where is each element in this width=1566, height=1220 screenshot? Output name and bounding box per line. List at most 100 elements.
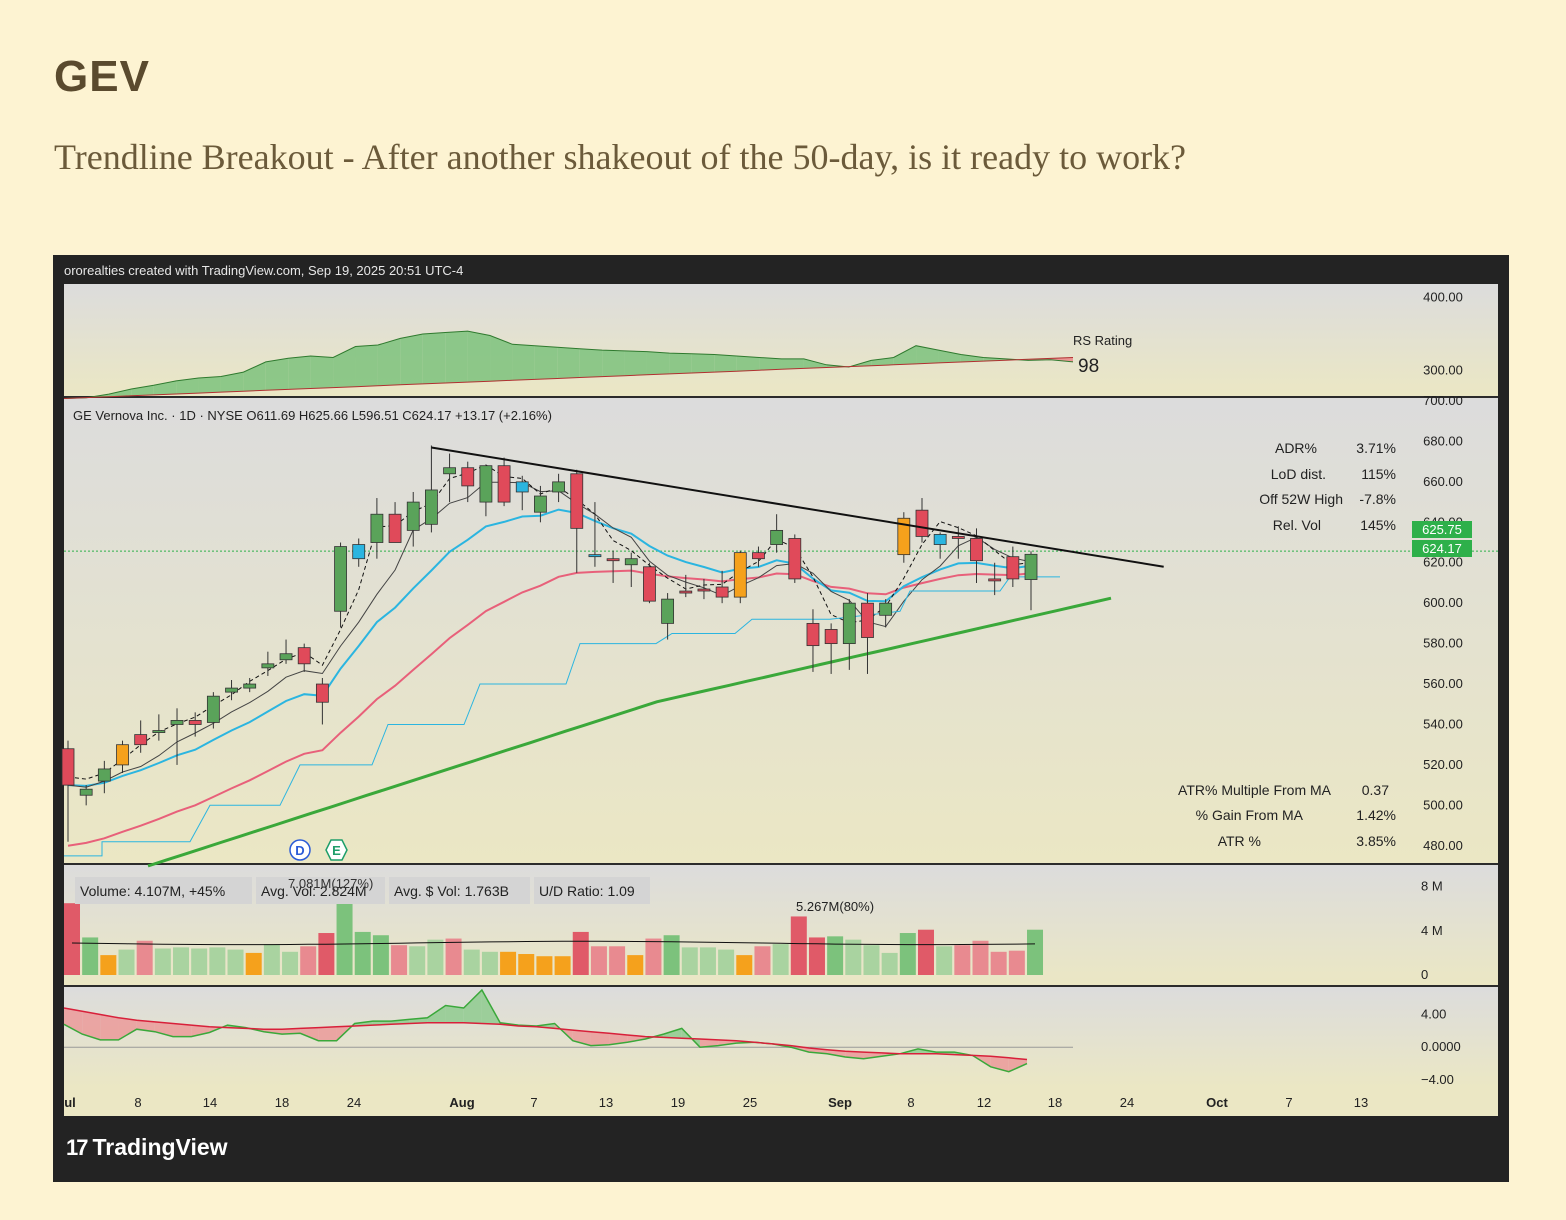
volume-bar [881,952,898,975]
candle [988,578,1002,582]
ma-stat-label: ATR% Multiple From MA [1178,782,1332,798]
volume-info-bar: Volume: 4.107M, +45% Avg. Vol: 2.824M Av… [75,876,874,914]
price-tick-label: 540.00 [1423,716,1463,731]
ma-stat-label: % Gain From MA [1196,807,1304,823]
volume-bar [754,946,771,975]
stat-value: -7.8% [1359,491,1396,507]
rs-area-segment [333,346,356,388]
tradingview-logo[interactable]: 17 TradingView [66,1134,228,1161]
time-tick-label: 18 [275,1095,289,1110]
rs-line [63,330,1074,399]
volume-bar [590,946,607,975]
candle [315,683,329,703]
candle [406,501,420,531]
time-axis [64,1087,1498,1116]
rs-area-segment [220,372,244,393]
oscillator-area-segment [699,1039,719,1048]
oscillator-slow-line [63,1007,1028,1061]
candle [116,744,129,766]
stat-value: 115% [1361,466,1396,482]
volume-bar [699,947,716,975]
rs-area-segment [938,350,961,363]
volume-text: Volume: 4.107M, +45% [80,883,225,899]
candle [661,598,675,624]
candle [515,481,529,493]
candle [788,538,802,580]
volume-bar [663,935,680,975]
ma-stat-value: 0.37 [1362,782,1389,798]
candle [606,558,620,562]
volume-bar [336,896,353,975]
rs-area-segment [176,378,199,394]
oscillator-area-segment [463,990,482,1024]
time-tick-label: 24 [347,1095,361,1110]
rs-area-segment [579,348,603,378]
volume-bar [972,940,989,975]
candle [134,734,148,746]
volume-bar [263,944,280,975]
rs-area-segment [557,347,580,379]
volume-peak-annotation: 7.081M(127%) [288,876,373,891]
rs-area-segment [781,358,804,370]
rs-rating-label: RS Rating [1073,333,1132,348]
oscillator-area-segment [191,1025,210,1037]
stat-value: 145% [1360,517,1396,533]
time-tick-label: 8 [134,1095,141,1110]
volume-bar [845,939,862,975]
time-tick-label: 18 [1048,1095,1062,1110]
ma-stat-value: 3.85% [1356,833,1396,849]
volume-bar [118,949,135,975]
volume-bar [300,946,317,975]
volume-bar [463,949,480,975]
volume-bar [445,938,462,975]
candle [334,546,347,612]
candle [424,489,438,525]
avg-dollar-vol-text: Avg. $ Vol: 1.763B [394,883,509,899]
oscillator-area-segment [173,1023,192,1037]
trailing-stop-line [64,576,1060,857]
candle [279,653,293,661]
volume-bar [64,903,80,975]
volume-bar [82,937,99,975]
candle [1006,556,1020,580]
price-tick-label: 500.00 [1423,797,1463,812]
dividend-marker[interactable] [289,839,311,861]
high-price-text: 625.75 [1422,522,1462,537]
volume-tick-label: 4 M [1421,923,1443,938]
tradingview-logo-icon: 17 [66,1134,89,1160]
candle [806,622,820,647]
time-tick-label: Sep [828,1095,852,1110]
candle [79,788,93,796]
avg-dollar-vol-box [389,877,530,904]
oscillator-area-segment [718,1039,737,1046]
price-tick-label: 580.00 [1423,636,1463,651]
rs-area-segment [803,358,827,369]
rs-area-segment [714,354,737,373]
stat-label: ADR% [1275,440,1317,456]
volume-peak-annotation: 5.267M(80%) [796,899,874,914]
volume-bar [808,937,825,975]
oscillator-area-segment [136,1020,155,1032]
rs-area-segment [916,345,939,364]
post-subtitle: Trendline Breakout - After another shake… [54,137,1187,177]
earnings-marker[interactable] [325,839,348,861]
oscillator-area-segment [64,1007,83,1035]
price-tick-label: 620.00 [1423,555,1463,570]
candle [697,588,711,592]
candle [861,602,874,638]
volume-bar [245,952,262,975]
volume-bar [536,956,553,975]
candle [752,552,765,560]
volume-bar [409,946,426,975]
volume-bar [899,933,916,975]
volume-bar [1008,950,1025,975]
rs-area-segment [960,354,984,363]
oscillator-tick-label: 0.0000 [1421,1039,1461,1054]
rs-area-segment [624,350,647,376]
rs-area-segment [669,353,692,374]
axes-layer: 700.00680.00660.00640.00620.00600.00580.… [64,289,1463,1110]
candle [152,730,166,733]
volume-bar [227,949,244,975]
volume-bar [609,946,626,975]
